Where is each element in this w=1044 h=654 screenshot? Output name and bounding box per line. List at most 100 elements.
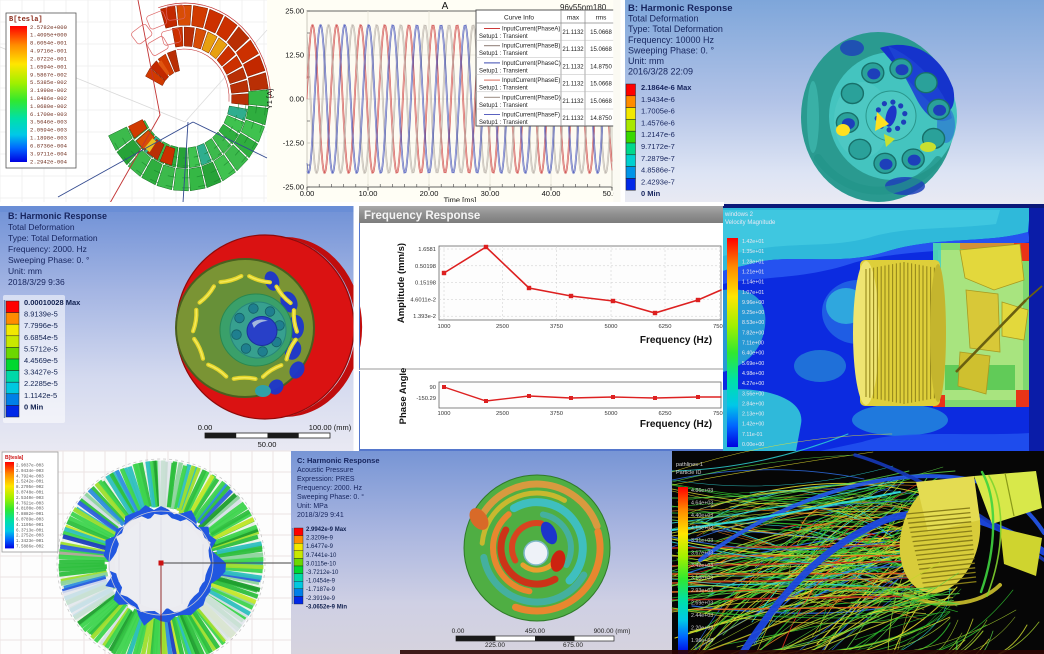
svg-text:A: A — [442, 1, 449, 12]
svg-text:InputCurrent(PhaseD): InputCurrent(PhaseD) — [502, 95, 561, 101]
svg-text:Amplitude (mm/s): Amplitude (mm/s) — [396, 243, 407, 323]
svg-text:1.42e+00: 1.42e+00 — [742, 422, 764, 428]
svg-text:225.00: 225.00 — [485, 642, 505, 649]
svg-text:2.4293e-7: 2.4293e-7 — [641, 177, 675, 186]
svg-text:21.1132: 21.1132 — [562, 47, 584, 53]
svg-text:15.0668: 15.0668 — [590, 30, 612, 36]
svg-text:InputCurrent(PhaseE): InputCurrent(PhaseE) — [502, 78, 560, 84]
svg-text:Unit: mm: Unit: mm — [628, 56, 664, 66]
svg-text:0 Min: 0 Min — [641, 189, 661, 198]
svg-text:2.3209e-9: 2.3209e-9 — [306, 536, 334, 542]
svg-text:Setup1 : Transient: Setup1 : Transient — [479, 86, 528, 92]
svg-text:14.8750: 14.8750 — [590, 64, 612, 70]
svg-text:1.393e-2: 1.393e-2 — [413, 314, 436, 320]
svg-text:4.27e+00: 4.27e+00 — [742, 381, 764, 387]
svg-text:4.6011e-2: 4.6011e-2 — [410, 297, 436, 303]
svg-text:2.0434e-003: 2.0434e-003 — [16, 470, 44, 474]
svg-text:5.5712e-5: 5.5712e-5 — [24, 344, 58, 353]
svg-text:1.5242e-001: 1.5242e-001 — [16, 481, 44, 485]
svg-text:1.6581: 1.6581 — [418, 247, 436, 253]
svg-text:3.56e+00: 3.56e+00 — [742, 391, 764, 397]
svg-text:675.00: 675.00 — [563, 642, 583, 649]
svg-text:90: 90 — [430, 385, 436, 391]
svg-text:rms: rms — [596, 15, 608, 22]
svg-text:-1.7187e-9: -1.7187e-9 — [306, 587, 336, 593]
svg-text:4.7924e-003: 4.7924e-003 — [16, 475, 44, 479]
svg-text:2500: 2500 — [496, 411, 509, 417]
svg-text:7.82e+00: 7.82e+00 — [742, 330, 764, 336]
svg-text:3.3427e-5: 3.3427e-5 — [24, 368, 58, 377]
svg-text:8.9139e-5: 8.9139e-5 — [24, 310, 58, 319]
svg-text:1.4095e+000: 1.4095e+000 — [30, 32, 68, 39]
svg-text:-2.3919e-9: -2.3919e-9 — [306, 596, 336, 602]
svg-text:Unit: mm: Unit: mm — [8, 266, 42, 276]
svg-text:6.1700e-003: 6.1700e-003 — [30, 111, 67, 118]
svg-text:Frequency: 2000. Hz: Frequency: 2000. Hz — [8, 244, 87, 254]
svg-text:14.8750: 14.8750 — [590, 116, 612, 122]
svg-text:2.0722e-001: 2.0722e-001 — [30, 55, 68, 62]
svg-text:Curve Info: Curve Info — [504, 15, 534, 22]
svg-text:Total Deformation: Total Deformation — [8, 222, 75, 232]
svg-text:0.00: 0.00 — [198, 423, 213, 432]
svg-text:21.1132: 21.1132 — [562, 30, 584, 36]
svg-text:8.2705e-002: 8.2705e-002 — [16, 486, 44, 490]
svg-text:1.1142e-5: 1.1142e-5 — [24, 391, 57, 400]
svg-text:7.7996e-5: 7.7996e-5 — [24, 321, 58, 330]
svg-text:4.64e+03: 4.64e+03 — [691, 501, 713, 507]
svg-text:1000: 1000 — [438, 324, 451, 330]
svg-text:1.96e+03: 1.96e+03 — [691, 638, 713, 644]
svg-text:3.91e+03: 3.91e+03 — [691, 538, 713, 544]
svg-text:7.5886e-002: 7.5886e-002 — [16, 546, 44, 550]
svg-text:7500: 7500 — [713, 411, 726, 417]
svg-text:7.2879e-7: 7.2879e-7 — [641, 154, 675, 163]
svg-text:2500: 2500 — [496, 324, 509, 330]
svg-text:Frequency (Hz): Frequency (Hz) — [640, 419, 712, 430]
svg-text:2.69e+03: 2.69e+03 — [691, 601, 713, 607]
svg-text:4.86e+03: 4.86e+03 — [691, 488, 713, 494]
svg-text:4.16e+03: 4.16e+03 — [691, 526, 713, 532]
svg-text:0.00010028 Max: 0.00010028 Max — [24, 298, 81, 307]
svg-text:9.7441e-10: 9.7441e-10 — [306, 553, 337, 559]
svg-text:max: max — [567, 15, 580, 22]
svg-text:Frequency: 2000. Hz: Frequency: 2000. Hz — [297, 485, 362, 492]
svg-text:6.3713e-001: 6.3713e-001 — [16, 529, 44, 533]
svg-text:2.44e+03: 2.44e+03 — [691, 613, 713, 619]
svg-text:1.7005e-6: 1.7005e-6 — [641, 107, 675, 116]
svg-text:4.40e+03: 4.40e+03 — [691, 513, 713, 519]
svg-text:6.6854e-5: 6.6854e-5 — [24, 333, 58, 342]
svg-text:-12.50: -12.50 — [283, 139, 304, 148]
svg-text:7.11e+00: 7.11e+00 — [742, 341, 764, 347]
svg-text:Velocity Magnitude: Velocity Magnitude — [725, 220, 776, 226]
svg-text:Setup1 : Transient: Setup1 : Transient — [479, 68, 528, 74]
svg-text:1.4576e-6: 1.4576e-6 — [641, 118, 675, 127]
svg-text:5.5385e-002: 5.5385e-002 — [30, 79, 67, 86]
svg-text:7.8882e-001: 7.8882e-001 — [16, 513, 44, 517]
svg-text:Acoustic Pressure: Acoustic Pressure — [297, 467, 354, 474]
svg-text:1000: 1000 — [438, 411, 451, 417]
svg-text:4.8586e-7: 4.8586e-7 — [641, 166, 675, 175]
svg-text:21.1132: 21.1132 — [562, 82, 584, 88]
svg-text:6.8736e-004: 6.8736e-004 — [30, 142, 68, 149]
svg-text:15.0668: 15.0668 — [590, 47, 612, 53]
svg-text:1.2147e-6: 1.2147e-6 — [641, 130, 675, 139]
svg-text:Setup1 : Transient: Setup1 : Transient — [479, 34, 528, 40]
svg-text:8.6054e-001: 8.6054e-001 — [30, 40, 68, 47]
svg-text:4.9716e-001: 4.9716e-001 — [30, 48, 68, 55]
svg-text:1.1898e-003: 1.1898e-003 — [30, 135, 67, 142]
svg-text:Time [ms]: Time [ms] — [444, 196, 477, 205]
svg-text:0.00: 0.00 — [300, 189, 315, 198]
svg-text:12.50: 12.50 — [285, 51, 304, 60]
svg-text:4.1195e-001: 4.1195e-001 — [16, 524, 44, 528]
svg-text:pathlines-1: pathlines-1 — [676, 462, 703, 468]
svg-text:6250: 6250 — [659, 411, 672, 417]
svg-text:Total Deformation: Total Deformation — [628, 14, 699, 24]
svg-text:2.93e+03: 2.93e+03 — [691, 588, 713, 594]
svg-text:1.35e+01: 1.35e+01 — [742, 249, 764, 255]
svg-text:1.9434e-6: 1.9434e-6 — [641, 95, 675, 104]
svg-text:Phase Angle: Phase Angle — [398, 368, 409, 425]
svg-text:2018/3/29 9:36: 2018/3/29 9:36 — [8, 277, 65, 287]
svg-text:0.50198: 0.50198 — [415, 264, 436, 270]
svg-text:21.1132: 21.1132 — [562, 116, 584, 122]
svg-text:6.0789e-003: 6.0789e-003 — [16, 519, 44, 523]
svg-text:Setup1 : Transient: Setup1 : Transient — [479, 120, 528, 126]
